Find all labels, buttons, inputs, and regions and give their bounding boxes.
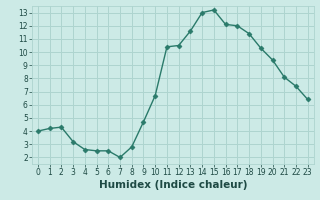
X-axis label: Humidex (Indice chaleur): Humidex (Indice chaleur) bbox=[99, 180, 247, 190]
